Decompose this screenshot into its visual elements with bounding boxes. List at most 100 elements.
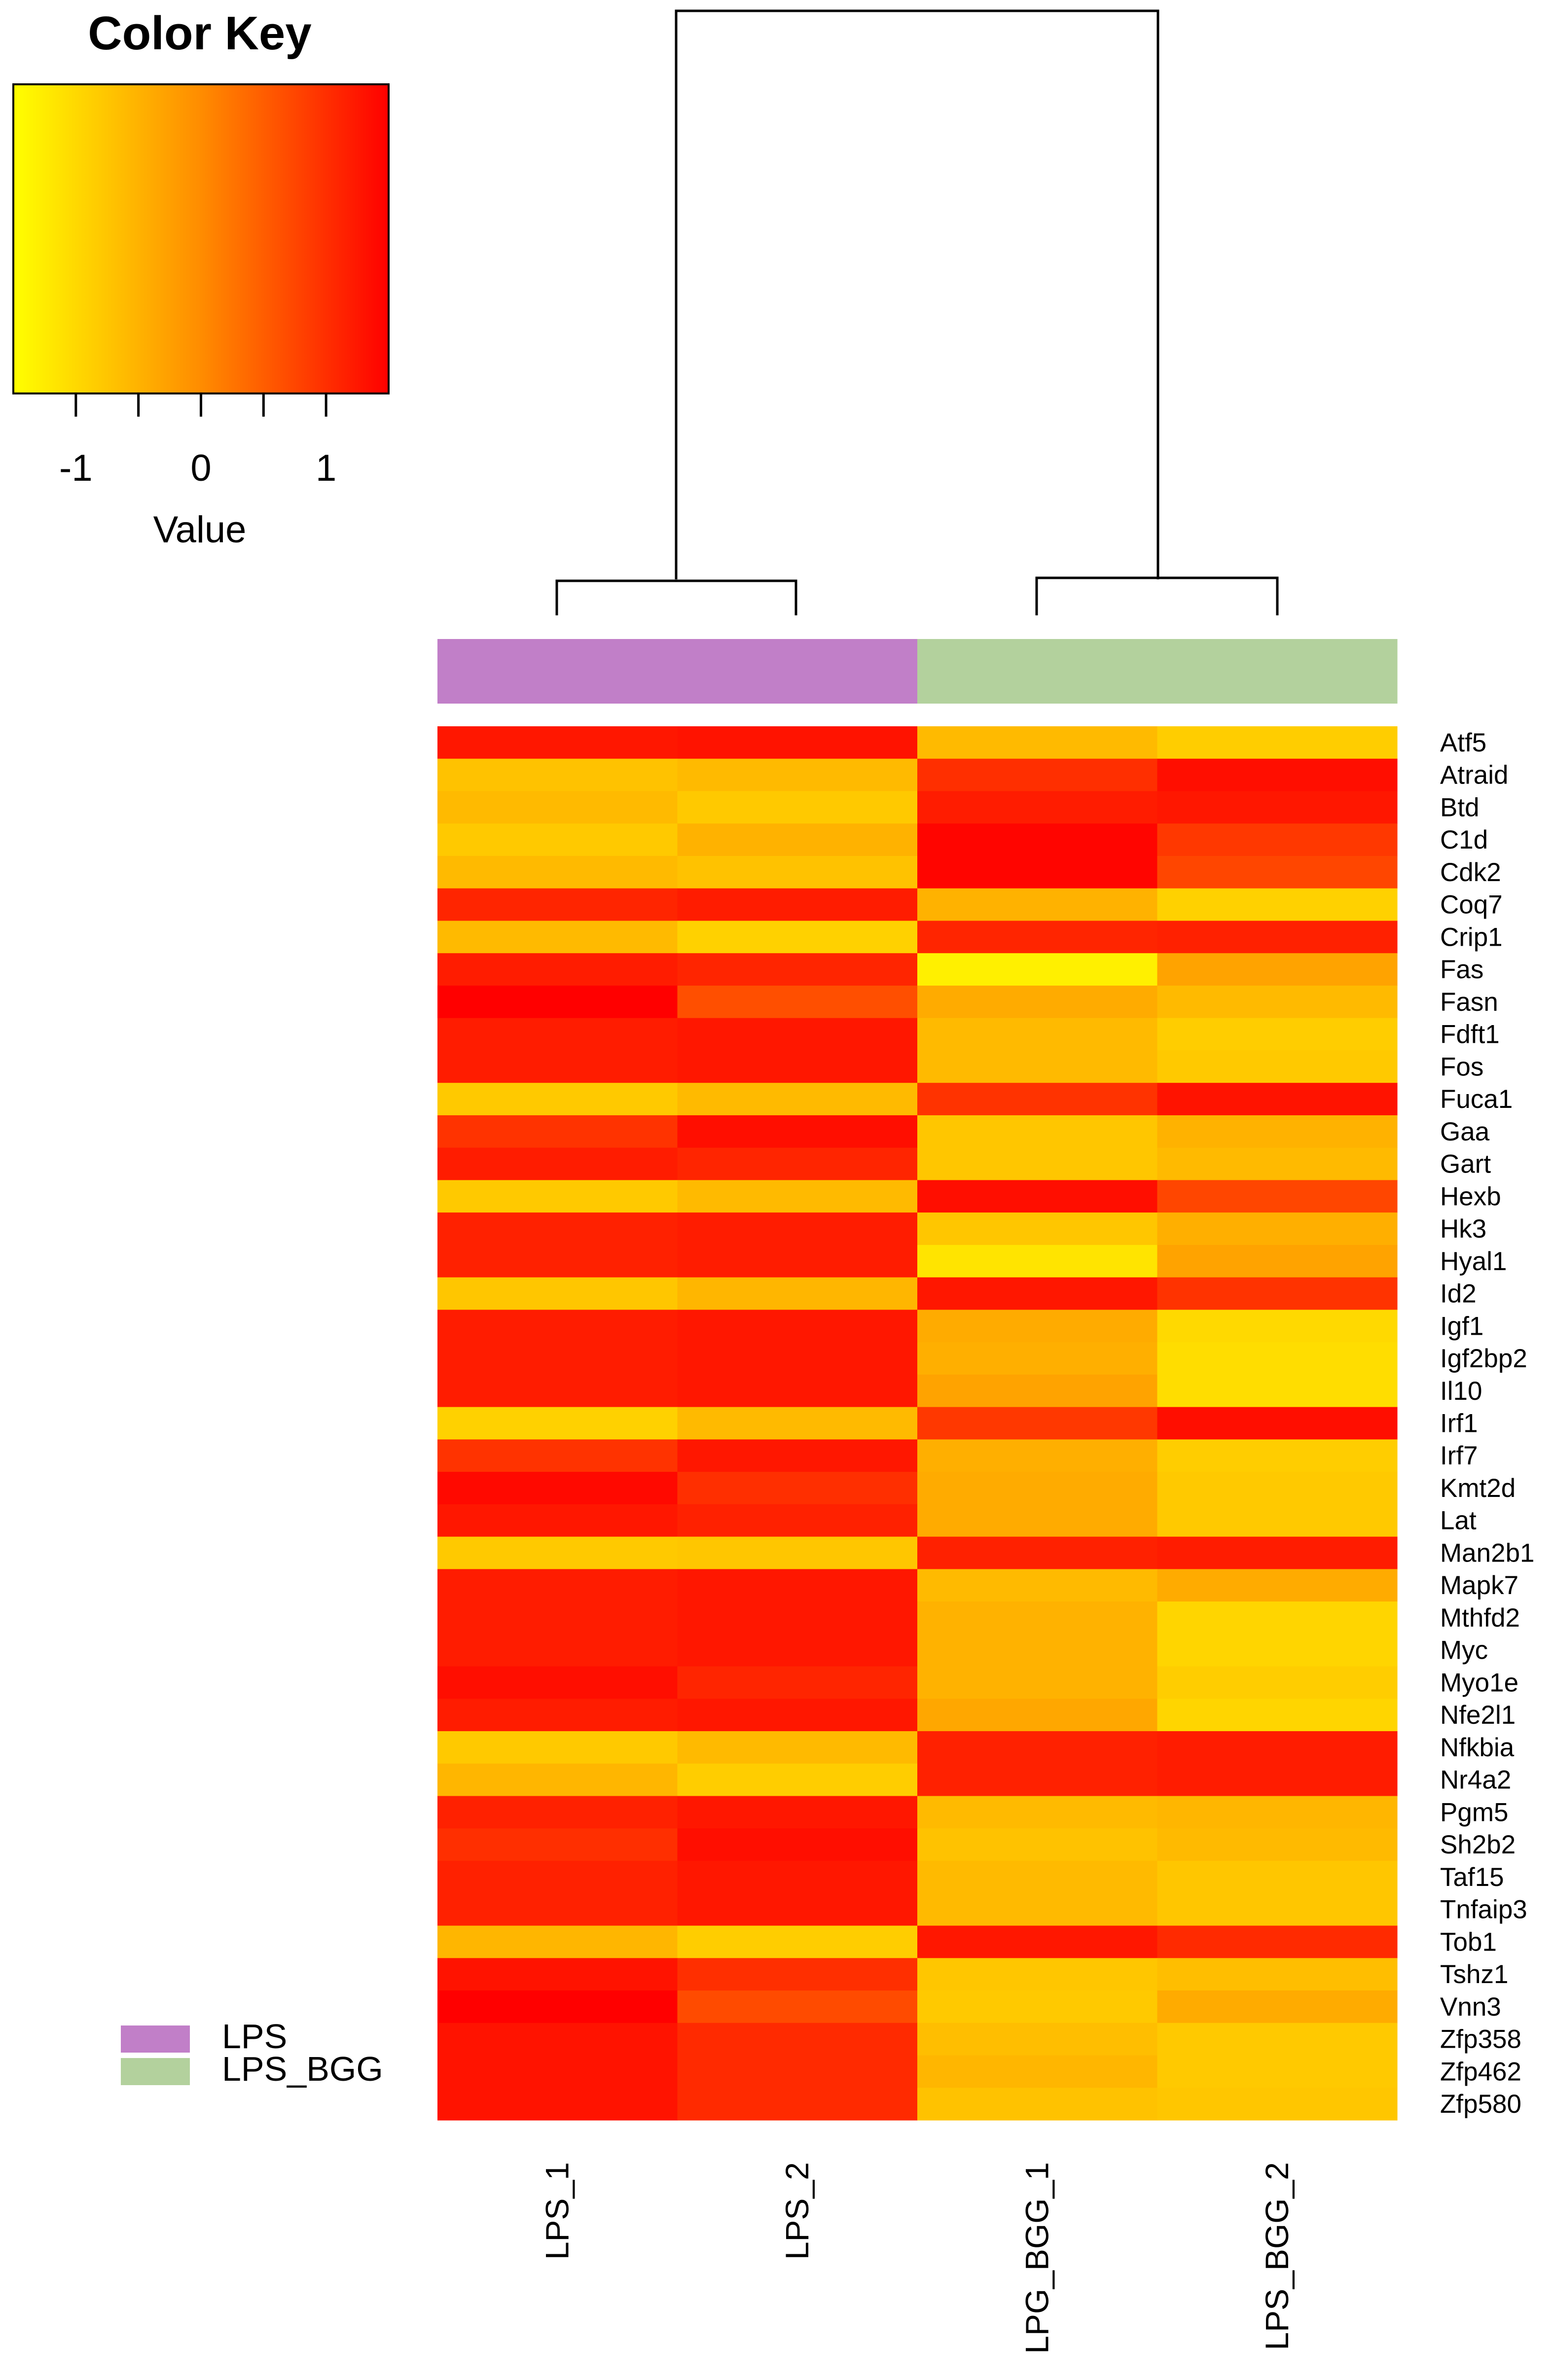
heatmap-cell (917, 1439, 1158, 1472)
heatmap-cell (437, 1925, 678, 1958)
heatmap-cell (917, 1763, 1158, 1797)
heatmap-cell (917, 921, 1158, 954)
heatmap-cell (917, 1180, 1158, 1213)
heatmap-cell (1157, 2088, 1398, 2121)
heatmap-cell (1157, 2055, 1398, 2088)
heatmap-cell (677, 1115, 918, 1148)
row-label: Zfp580 (1440, 2090, 1521, 2119)
color-key-tick-label: 1 (316, 447, 336, 489)
heatmap-cell (677, 1212, 918, 1245)
heatmap-cell (1157, 1439, 1398, 1472)
heatmap-cell (917, 1731, 1158, 1764)
dendrogram-lps-branch (555, 579, 797, 615)
heatmap-cell (1157, 1050, 1398, 1083)
color-key-ticks (74, 393, 327, 417)
heatmap-cell (1157, 953, 1398, 986)
heatmap-cell (677, 1147, 918, 1181)
heatmap-cell (437, 953, 678, 986)
heatmap-cell (1157, 823, 1398, 856)
heatmap-cell (677, 726, 918, 759)
heatmap-cell (1157, 1925, 1398, 1958)
heatmap-cell (1157, 1504, 1398, 1537)
heatmap-cell (917, 1796, 1158, 1829)
row-label: Nr4a2 (1440, 1766, 1511, 1795)
heatmap-cell (917, 758, 1158, 792)
row-label: Igf2bp2 (1440, 1344, 1527, 1373)
row-label: Atf5 (1440, 728, 1486, 757)
heatmap-cell (1157, 1374, 1398, 1408)
heatmap-cell (677, 1634, 918, 1667)
heatmap-cell (1157, 1893, 1398, 1926)
heatmap-cell (917, 1115, 1158, 1148)
column-dendrogram (555, 9, 1279, 615)
heatmap-cell (1157, 1212, 1398, 1245)
heatmap-cell (1157, 888, 1398, 922)
heatmap-cell (917, 1893, 1158, 1926)
row-labels: Atf5 Atraid Btd C1d Cdk2 Coq7 Crip1 Fas Fasn Fdft… (1440, 728, 1535, 2119)
heatmap-cell (437, 1601, 678, 1634)
column-label: LPS_1 (539, 2162, 575, 2260)
row-label: Btd (1440, 793, 1480, 822)
heatmap-cell (917, 1958, 1158, 1991)
row-label: Myo1e (1440, 1668, 1518, 1697)
heatmap-cell (677, 2088, 918, 2121)
heatmap-cell (1157, 1277, 1398, 1310)
heatmap-cell (677, 1342, 918, 1375)
heatmap-cell (1157, 1018, 1398, 1051)
heatmap-cell (437, 1763, 678, 1797)
heatmap-cell (437, 1861, 678, 1894)
column-labels: LPS_1 LPS_2 LPG_BGG_1 LPS_BGG_2 (539, 2162, 1295, 2354)
group-bar-segment (917, 639, 1158, 704)
heatmap-cell (1157, 1601, 1398, 1634)
heatmap-cell (1157, 1990, 1398, 2024)
heatmap-cell (677, 1018, 918, 1051)
legend-label: LPS (222, 2017, 287, 2056)
column-label: LPS_BGG_2 (1259, 2162, 1295, 2350)
column-label: LPG_BGG_1 (1018, 2162, 1055, 2354)
heatmap-cell (677, 1310, 918, 1343)
row-label: Zfp462 (1440, 2057, 1521, 2086)
heatmap-cell (677, 823, 918, 856)
row-label: Tshz1 (1440, 1960, 1508, 1989)
heatmap-cell (437, 1893, 678, 1926)
heatmap-cell (437, 1828, 678, 1861)
heatmap-cell (917, 1374, 1158, 1408)
legend-swatch (121, 2058, 190, 2085)
heatmap-cell (1157, 1634, 1398, 1667)
heatmap-cell (437, 758, 678, 792)
heatmap-cell (677, 1439, 918, 1472)
row-label: C1d (1440, 825, 1488, 854)
heatmap-cell (677, 1990, 918, 2024)
heatmap-cell (1157, 1763, 1398, 1797)
heatmap-cell (917, 1472, 1158, 1505)
heatmap-cell (917, 2055, 1158, 2088)
row-label: Atraid (1440, 761, 1508, 790)
heatmap-cell (677, 1569, 918, 1602)
heatmap-cell (917, 1699, 1158, 1732)
heatmap-cell (677, 758, 918, 792)
heatmap-cell (1157, 1958, 1398, 1991)
heatmap-cell (1157, 1472, 1398, 1505)
heatmap-cell (677, 953, 918, 986)
heatmap-cell (437, 1569, 678, 1602)
heatmap-cell (917, 2088, 1158, 2121)
row-label: Fas (1440, 955, 1483, 984)
row-label: Man2b1 (1440, 1538, 1535, 1567)
heatmap-cell (917, 1504, 1158, 1537)
heatmap-cell (1157, 1861, 1398, 1894)
row-label: Tob1 (1440, 1927, 1497, 1956)
heatmap-cell (437, 1472, 678, 1505)
heatmap-cell (917, 1342, 1158, 1375)
heatmap-cell (917, 1990, 1158, 2024)
heatmap-cell (1157, 1083, 1398, 1116)
heatmap-cell (917, 1407, 1158, 1440)
heatmap-cell (437, 726, 678, 759)
row-label: Il10 (1440, 1377, 1482, 1406)
heatmap-cell (677, 1699, 918, 1732)
heatmap-cell (437, 1990, 678, 2024)
heatmap-cell (1157, 1796, 1398, 1829)
heatmap-cell (1157, 1536, 1398, 1569)
heatmap-cell (917, 985, 1158, 1019)
heatmap-cell (917, 855, 1158, 889)
